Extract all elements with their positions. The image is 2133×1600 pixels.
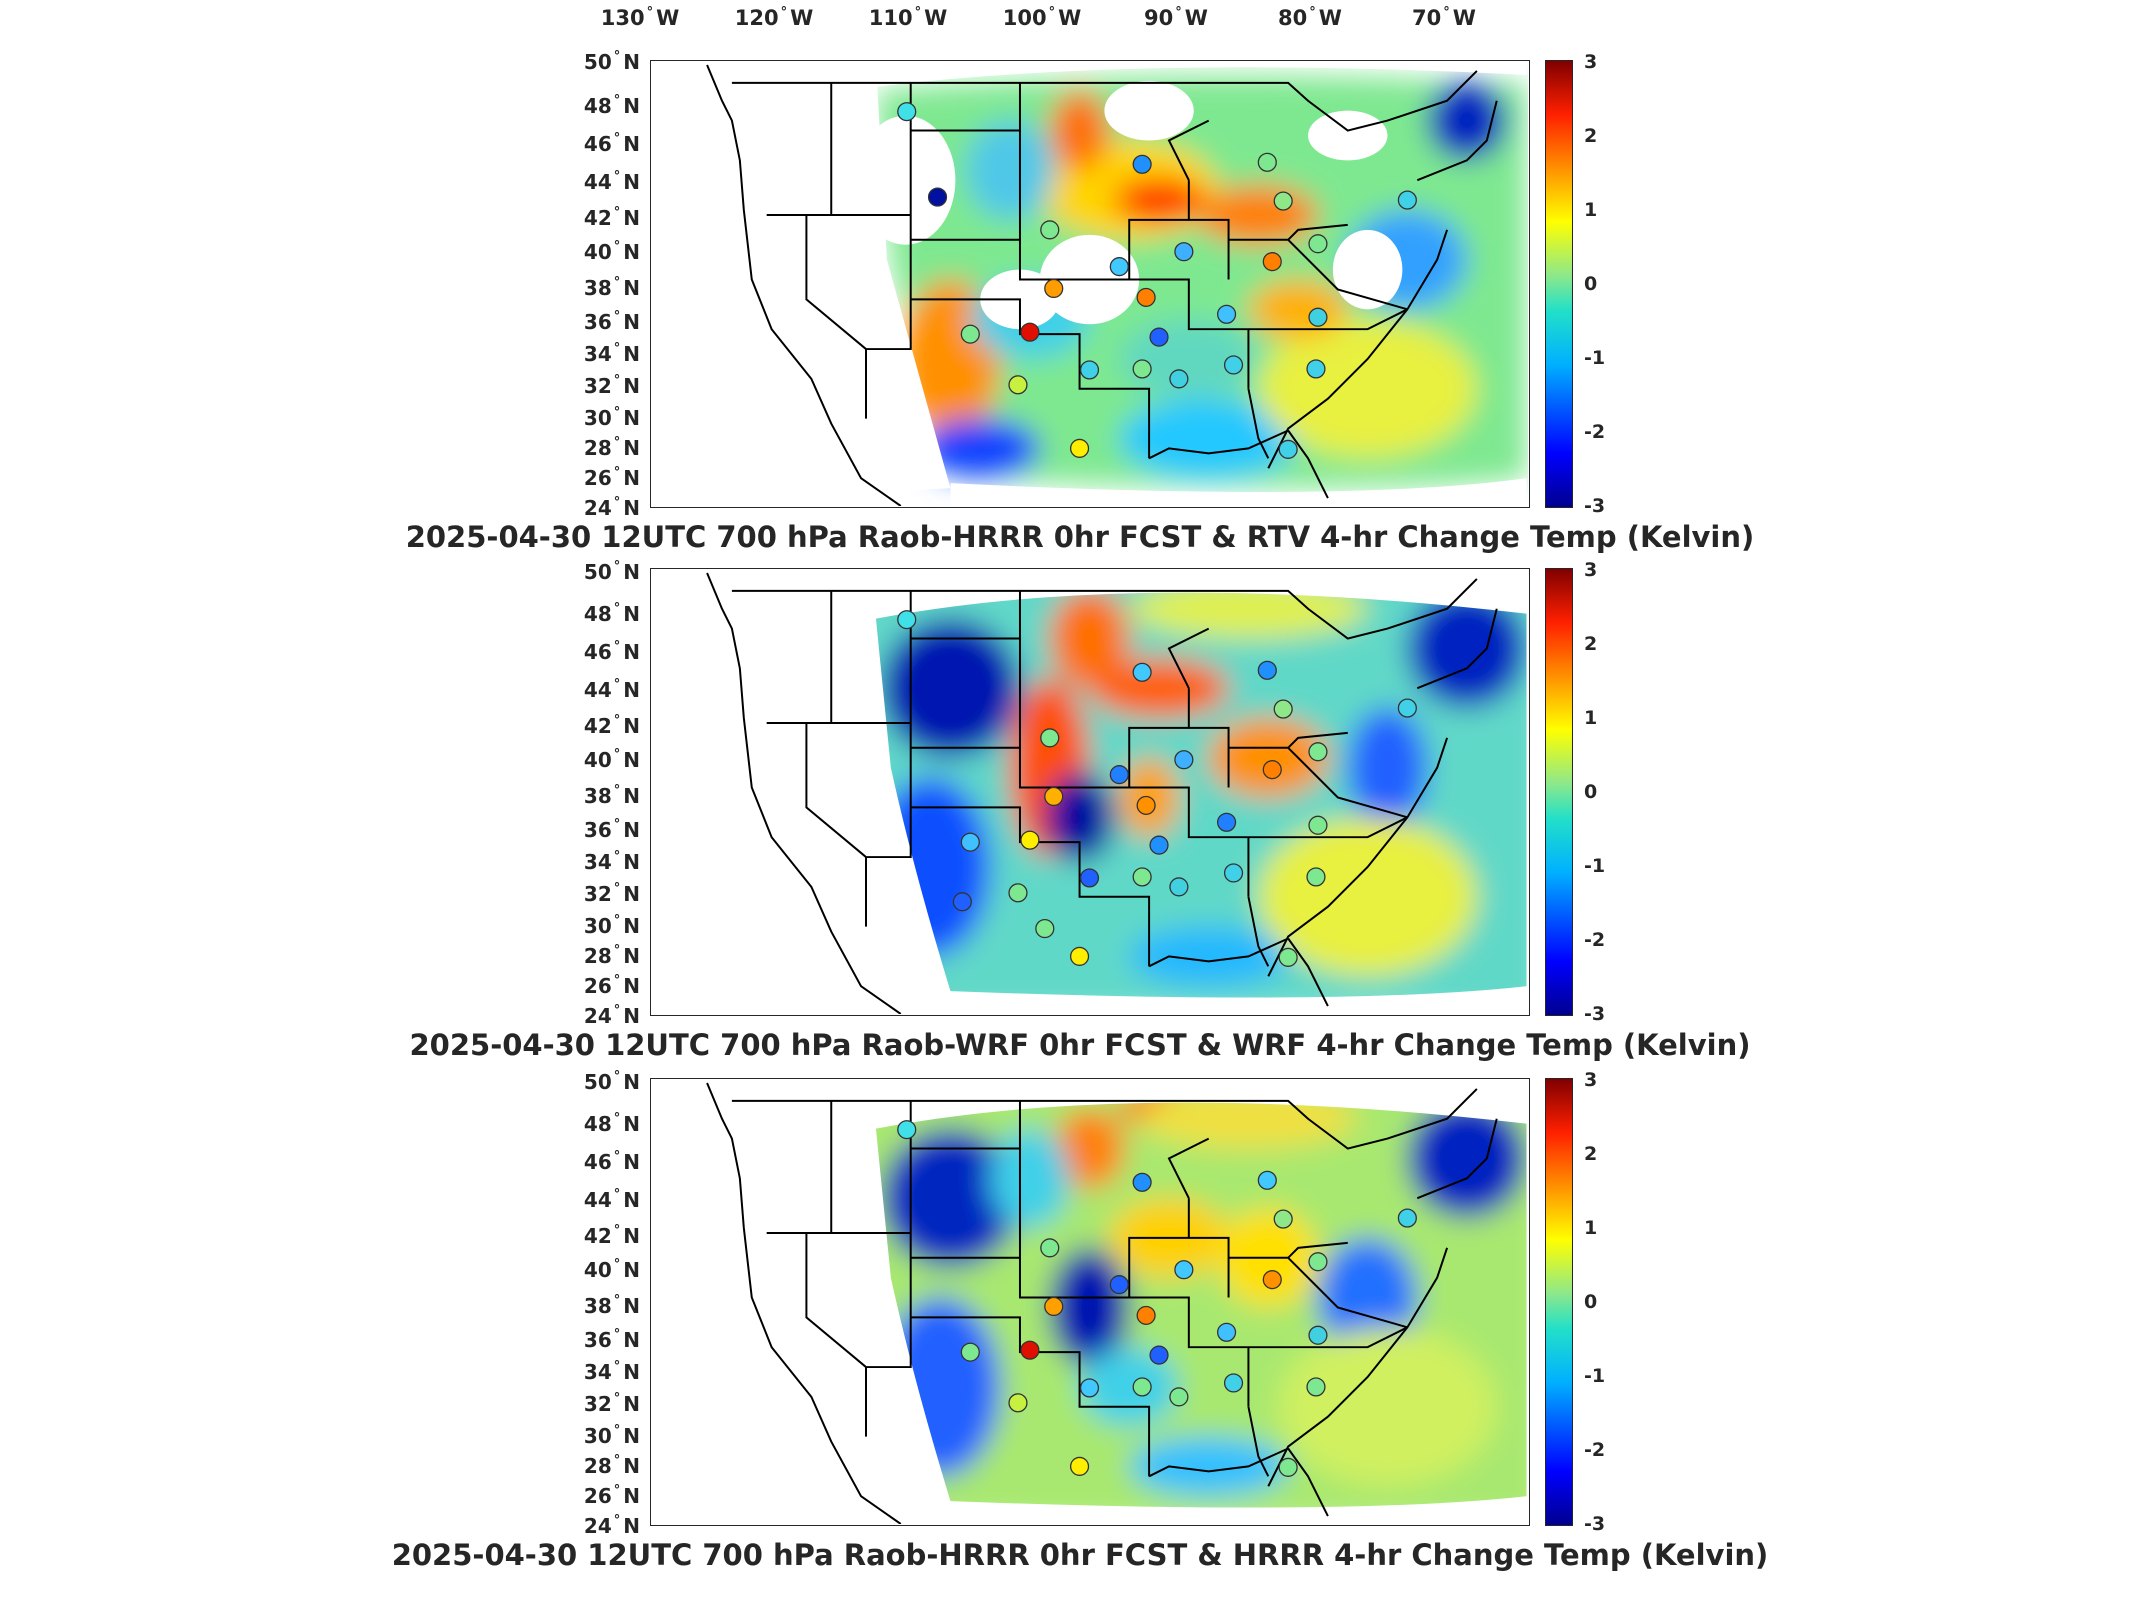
lat-label: 24 ° N — [583, 495, 640, 520]
lat-label: 42 ° N — [583, 713, 640, 738]
lat-label: 40 ° N — [583, 1257, 640, 1282]
colorbar-tick: -1 — [1584, 1365, 1606, 1387]
lat-label: 32 ° N — [583, 881, 640, 906]
colorbar-tick: -3 — [1584, 1513, 1606, 1535]
lon-label: 120 ° W — [734, 5, 814, 30]
colorbar-tick: -2 — [1584, 929, 1606, 951]
lat-label: 38 ° N — [583, 1293, 640, 1318]
lat-label: 44 ° N — [583, 677, 640, 702]
colorbar-tick: 0 — [1584, 1291, 1598, 1313]
lat-label: 44 ° N — [583, 169, 640, 194]
colorbar-tick: 3 — [1584, 51, 1598, 73]
lat-label: 28 ° N — [583, 435, 640, 460]
lat-label: 48 ° N — [583, 1111, 640, 1136]
lon-label: 80 ° W — [1278, 5, 1342, 30]
temperature-change-map — [706, 1082, 1527, 1524]
lat-label: 32 ° N — [583, 1391, 640, 1416]
lat-label: 34 ° N — [583, 1359, 640, 1384]
lon-label: 70 ° W — [1412, 5, 1476, 30]
lon-label: 100 ° W — [1002, 5, 1082, 30]
colorbar-tick: 3 — [1584, 1069, 1598, 1091]
lat-label: 28 ° N — [583, 1453, 640, 1478]
lat-label: 46 ° N — [583, 1149, 640, 1174]
lat-label: 48 ° N — [583, 93, 640, 118]
panel-title: 2025-04-30 12UTC 700 hPa Raob-WRF 0hr FC… — [409, 1028, 1751, 1062]
lat-label: 50 ° N — [583, 49, 640, 74]
lat-label: 30 ° N — [583, 913, 640, 938]
lat-label: 46 ° N — [583, 131, 640, 156]
political-boundaries — [706, 572, 1498, 1014]
lat-label: 30 ° N — [583, 405, 640, 430]
lat-label: 24 ° N — [583, 1513, 640, 1538]
lat-label: 38 ° N — [583, 275, 640, 300]
lat-label: 26 ° N — [583, 465, 640, 490]
temperature-field — [875, 75, 1527, 489]
lat-label: 42 ° N — [583, 205, 640, 230]
lat-label: 26 ° N — [583, 973, 640, 998]
lat-label: 24 ° N — [583, 1003, 640, 1028]
political-boundaries — [706, 1082, 1498, 1524]
colorbar-tick: -3 — [1584, 1003, 1606, 1025]
raob-stations — [897, 102, 1417, 459]
raob-stations — [897, 1120, 1417, 1477]
temperature-change-map — [706, 572, 1527, 1014]
colorbar-tick: 1 — [1584, 199, 1598, 221]
colorbar-tick: -2 — [1584, 1439, 1606, 1461]
lat-label: 28 ° N — [583, 943, 640, 968]
lat-label: 36 ° N — [583, 817, 640, 842]
colorbar — [1545, 1078, 1573, 1526]
lon-label: 110 ° W — [868, 5, 948, 30]
lat-label: 26 ° N — [583, 1483, 640, 1508]
colorbar — [1545, 568, 1573, 1016]
map-frame — [650, 1078, 1530, 1526]
lat-label: 34 ° N — [583, 341, 640, 366]
lat-label: 34 ° N — [583, 849, 640, 874]
lat-label: 50 ° N — [583, 559, 640, 584]
raob-stations — [897, 610, 1417, 967]
panel-title: 2025-04-30 12UTC 700 hPa Raob-HRRR 0hr F… — [391, 1538, 1769, 1572]
colorbar-tick: -3 — [1584, 495, 1606, 517]
colorbar-tick: 2 — [1584, 1143, 1598, 1165]
colorbar-tick: 1 — [1584, 707, 1598, 729]
lat-label: 40 ° N — [583, 747, 640, 772]
lat-label: 32 ° N — [583, 373, 640, 398]
colorbar — [1545, 60, 1573, 508]
temperature-change-map — [652, 61, 1527, 506]
colorbar-tick: 2 — [1584, 633, 1598, 655]
lat-label: 40 ° N — [583, 239, 640, 264]
colorbar-tick: 1 — [1584, 1217, 1598, 1239]
lon-label: 90 ° W — [1144, 5, 1208, 30]
colorbar-tick: 3 — [1584, 559, 1598, 581]
colorbar-tick: -1 — [1584, 347, 1606, 369]
colorbar-tick: -1 — [1584, 855, 1606, 877]
colorbar-tick: 2 — [1584, 125, 1598, 147]
temperature-field — [875, 592, 1527, 998]
lat-label: 46 ° N — [583, 639, 640, 664]
colorbar-tick: 0 — [1584, 273, 1598, 295]
lat-label: 36 ° N — [583, 1327, 640, 1352]
map-frame — [650, 568, 1530, 1016]
map-frame — [650, 60, 1530, 508]
lat-label: 38 ° N — [583, 783, 640, 808]
lat-label: 44 ° N — [583, 1187, 640, 1212]
colorbar-tick: -2 — [1584, 421, 1606, 443]
lat-label: 30 ° N — [583, 1423, 640, 1448]
lat-label: 50 ° N — [583, 1069, 640, 1094]
panel-title: 2025-04-30 12UTC 700 hPa Raob-HRRR 0hr F… — [405, 520, 1755, 554]
lon-label: 130 ° W — [600, 5, 680, 30]
political-boundaries — [706, 64, 1498, 506]
lat-label: 48 ° N — [583, 601, 640, 626]
lat-label: 36 ° N — [583, 309, 640, 334]
colorbar-tick: 0 — [1584, 781, 1598, 803]
lat-label: 42 ° N — [583, 1223, 640, 1248]
